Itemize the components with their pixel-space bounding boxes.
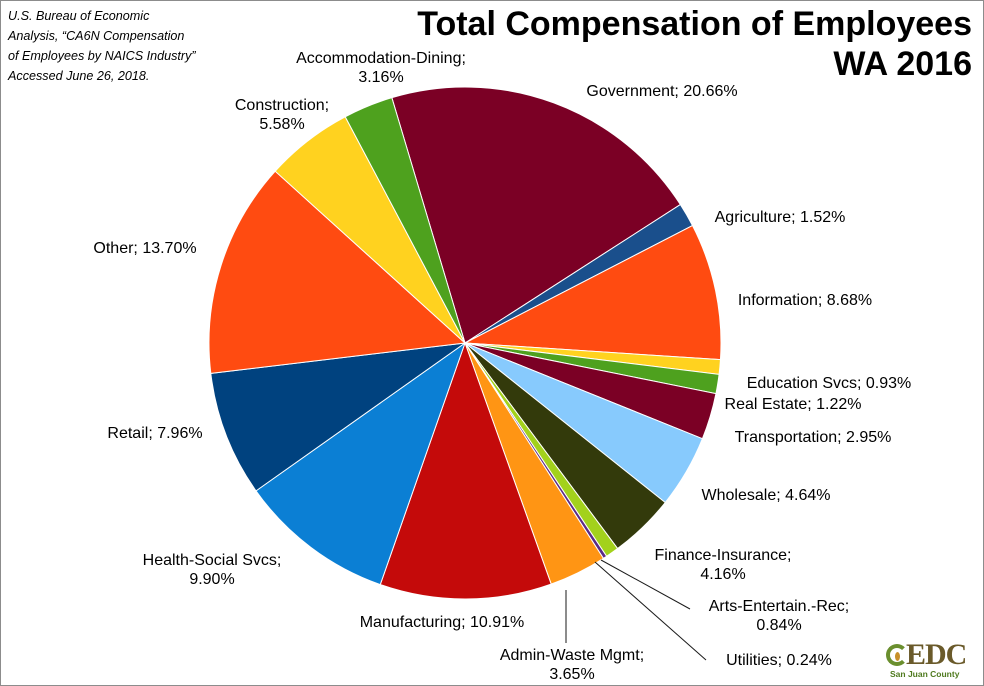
edc-logo-subtitle: San Juan County xyxy=(890,669,960,679)
data-label: Government; 20.66% xyxy=(586,83,737,100)
edc-logo-icon xyxy=(886,644,908,666)
pie-slice-health-social-svcs xyxy=(255,341,466,586)
data-label: Finance-Insurance; 4.16% xyxy=(655,547,792,583)
data-label: Real Estate; 1.22% xyxy=(725,396,862,413)
data-label: Agriculture; 1.52% xyxy=(715,209,846,226)
pie-slices xyxy=(208,86,722,600)
chart-title: Total Compensation of Employees WA 2016 xyxy=(417,4,972,84)
data-label: Retail; 7.96% xyxy=(107,425,202,442)
leader-line xyxy=(600,559,691,610)
chart-title-line1: Total Compensation of Employees xyxy=(417,5,972,43)
source-line: Accessed June 26, 2018. xyxy=(8,69,150,83)
chart-title-line2: WA 2016 xyxy=(833,45,972,83)
source-line: of Employees by NAICS Industry” xyxy=(8,49,196,63)
pie-slice-information xyxy=(463,224,722,361)
leader-line xyxy=(594,561,707,661)
data-label: Transportation; 2.95% xyxy=(735,429,892,446)
data-label: Admin-Waste Mgmt; 3.65% xyxy=(500,647,644,683)
edc-logo-word: EDC xyxy=(906,638,967,671)
data-label: Education Svcs; 0.93% xyxy=(747,375,912,392)
data-label: Wholesale; 4.64% xyxy=(702,487,831,504)
pie-slice-accommodation-dining xyxy=(344,97,466,344)
pie-slice-retail xyxy=(210,342,466,492)
data-label: Accommodation-Dining; 3.16% xyxy=(296,50,466,86)
pie-slice-other xyxy=(208,170,467,374)
data-label: Arts-Entertain.-Rec; 0.84% xyxy=(709,598,849,634)
source-line: U.S. Bureau of Economic xyxy=(8,9,150,23)
data-label: Other; 13.70% xyxy=(93,240,196,257)
source-note: U.S. Bureau of Economic Analysis, “CA6N … xyxy=(8,6,248,86)
data-label: Manufacturing; 10.91% xyxy=(360,614,525,631)
source-line: Analysis, “CA6N Compensation xyxy=(8,29,185,43)
edc-logo: EDC San Juan County xyxy=(884,638,974,682)
data-labels: Government; 20.66% Agriculture; 1.52% Info… xyxy=(93,50,911,683)
pie-slice-manufacturing xyxy=(379,341,552,600)
data-label: Information; 8.68% xyxy=(738,292,872,309)
pie-slice-government xyxy=(391,86,682,344)
leader-lines xyxy=(565,559,707,661)
data-label: Utilities; 0.24% xyxy=(726,652,832,669)
data-label: Construction; 5.58% xyxy=(235,97,329,133)
data-label: Health-Social Svcs; 9.90% xyxy=(143,552,282,588)
